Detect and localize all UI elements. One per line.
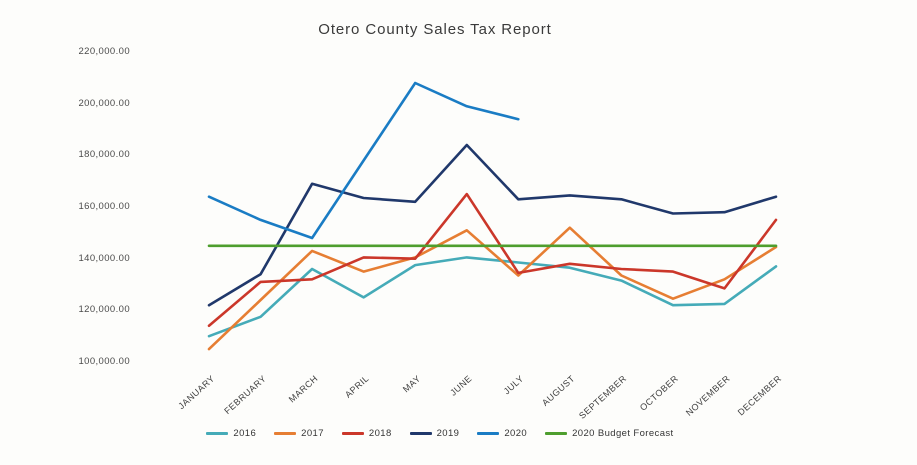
legend-label: 2016 [233, 428, 257, 439]
y-axis-tick-label: 120,000.00 [78, 304, 130, 316]
legend-label: 2020 Budget Forecast [572, 428, 674, 439]
legend-item-2020-budget-forecast: 2020 Budget Forecast [545, 428, 673, 439]
series-line-2020 [207, 81, 520, 240]
y-axis-tick-label: 200,000.00 [78, 97, 130, 109]
legend-label: 2017 [301, 428, 324, 439]
legend-label: 2018 [368, 428, 392, 439]
legend-line-swatch [206, 432, 229, 435]
legend-label: 2020 [504, 428, 528, 439]
y-axis-tick-label: 140,000.00 [78, 252, 130, 264]
legend-label: 2019 [436, 428, 460, 439]
y-axis-tick-label: 160,000.00 [78, 201, 130, 212]
y-axis-tick-label: 100,000.00 [78, 356, 130, 367]
chart-title: Otero County Sales Tax Report [318, 21, 552, 38]
legend-line-swatch [274, 432, 297, 435]
series-line-2018 [207, 192, 778, 328]
legend-line-swatch [341, 432, 364, 435]
legend-line-swatch [477, 432, 500, 435]
y-axis-tick-label: 220,000.00 [78, 46, 130, 57]
legend-item-2019: 2019 [409, 428, 460, 439]
legend-item-2016: 2016 [206, 428, 256, 439]
legend-line-swatch [409, 432, 432, 435]
y-axis-tick-label: 180,000.00 [78, 149, 130, 161]
series-line-2017 [207, 226, 778, 351]
chart-legend: 2016 2017 2018 2019 2020 2020 Budget Forecast [0, 428, 880, 439]
legend-item-2020: 2020 [477, 428, 527, 439]
series-line-2019 [207, 143, 778, 307]
legend-item-2018: 2018 [341, 428, 392, 439]
series-line-2016 [207, 256, 778, 338]
legend-item-2017: 2017 [274, 428, 324, 439]
legend-line-swatch [545, 432, 568, 435]
